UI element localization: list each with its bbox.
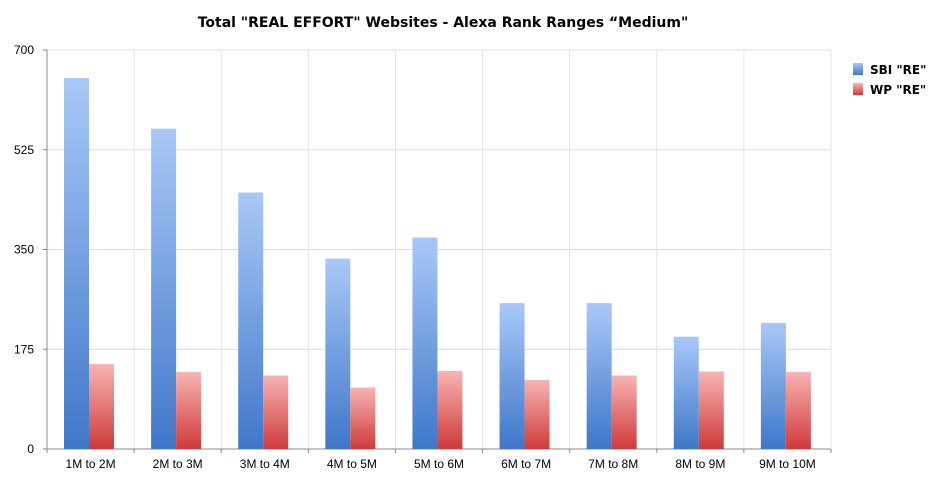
bar-sbi <box>151 128 177 449</box>
legend: SBI "RE" WP "RE" <box>853 63 926 97</box>
y-tick-labels: 0 175 350 525 700 <box>14 43 34 456</box>
bar-sbi <box>499 303 525 449</box>
legend-swatch <box>853 63 863 75</box>
bar-wp <box>524 380 550 449</box>
y-tick-label: 0 <box>27 442 34 456</box>
chart-title: Total "REAL EFFORT" Websites - Alexa Ran… <box>198 15 689 31</box>
legend-label: SBI "RE" <box>870 63 926 77</box>
y-tick-label: 700 <box>14 43 34 57</box>
x-tick-label: 4M to 5M <box>327 457 377 471</box>
gridlines <box>47 49 832 449</box>
x-tick-label: 7M to 8M <box>588 457 638 471</box>
bar-sbi <box>673 336 699 449</box>
x-tick-label: 2M to 3M <box>153 457 203 471</box>
y-tick-label: 175 <box>14 342 34 356</box>
bar-wp <box>176 372 202 449</box>
x-tick-labels: 1M to 2M 2M to 3M 3M to 4M 4M to 5M 5M to 6M… <box>66 457 816 471</box>
bar-wp <box>350 387 376 449</box>
bar-sbi <box>586 303 612 449</box>
x-tick-label: 3M to 4M <box>240 457 290 471</box>
bars <box>64 77 811 450</box>
x-tick-label: 1M to 2M <box>66 457 116 471</box>
y-tick-label: 350 <box>14 243 34 257</box>
bar-wp <box>785 372 811 449</box>
bar-wp <box>89 364 114 449</box>
bar-sbi <box>325 258 351 449</box>
bar-sbi <box>760 323 786 449</box>
bar-wp <box>437 370 463 449</box>
bar-sbi <box>64 77 89 450</box>
bar-wp <box>611 375 637 449</box>
x-tick-label: 9M to 10M <box>759 457 816 471</box>
x-tick-label: 5M to 6M <box>414 457 464 471</box>
bar-sbi <box>238 192 264 449</box>
bar-wp <box>263 375 289 449</box>
legend-swatch <box>853 83 863 95</box>
x-tick-label: 8M to 9M <box>675 457 725 471</box>
bar-sbi <box>412 237 438 449</box>
y-tick-label: 525 <box>14 143 34 157</box>
x-tick-label: 6M to 7M <box>501 457 551 471</box>
bar-wp <box>698 371 724 449</box>
legend-label: WP "RE" <box>870 83 926 97</box>
